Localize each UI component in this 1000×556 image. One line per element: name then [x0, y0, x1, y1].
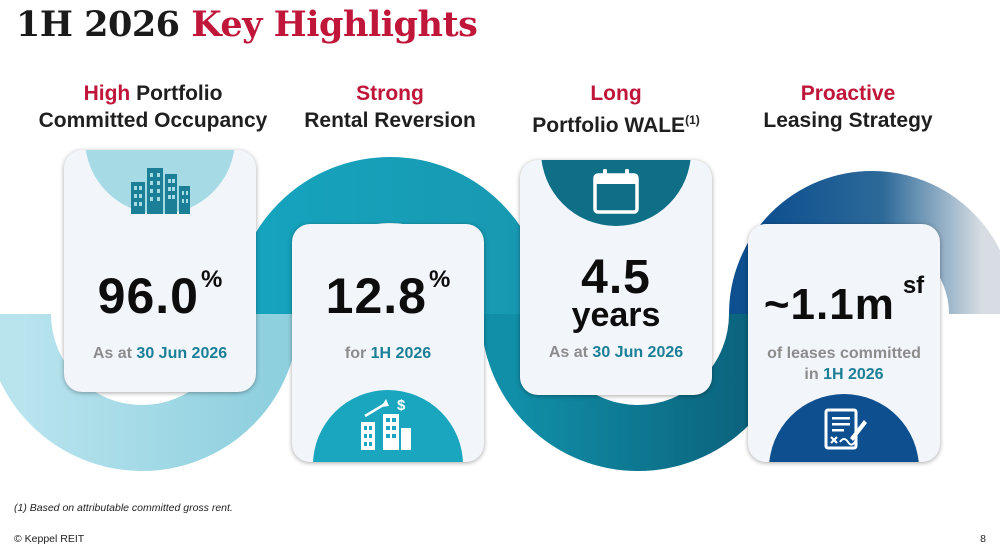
- heading-line2: Rental Reversion: [304, 109, 476, 132]
- reversion-period: for 1H 2026: [292, 343, 484, 364]
- calendar-icon: [593, 169, 639, 214]
- wale-date: As at 30 Jun 2026: [520, 342, 712, 363]
- highlight-2-heading: Strong Rental Reversion: [265, 80, 515, 134]
- wale-unit: years: [571, 296, 661, 334]
- page-title: 1H 2026 Key Highlights: [16, 4, 478, 45]
- occupancy-card: 96.0% As at 30 Jun 2026: [64, 150, 256, 392]
- heading-accent: Strong: [356, 82, 424, 105]
- wale-card: 4.5 years As at 30 Jun 2026: [520, 160, 712, 395]
- footnote-marker: (1): [685, 113, 700, 127]
- heading-line2: Leasing Strategy: [763, 109, 933, 132]
- highlight-1-heading: High Portfolio Committed Occupancy: [28, 80, 278, 134]
- leasing-description: of leases committed in 1H 2026: [748, 343, 940, 385]
- sub-highlight: 30 Jun 2026: [136, 345, 228, 362]
- occupancy-value: 96.0%: [64, 266, 256, 325]
- icon-cap: [541, 160, 691, 226]
- heading-line2: Portfolio WALE: [532, 114, 686, 137]
- value-unit: sf: [902, 272, 925, 299]
- value-number: 4.5: [581, 251, 651, 304]
- value-unit: %: [200, 266, 223, 293]
- highlight-4-heading: Proactive Leasing Strategy: [723, 80, 973, 134]
- value-number: 96.0: [97, 268, 199, 324]
- leasing-value: ~1.1m sf: [748, 272, 940, 330]
- heading-accent: Proactive: [800, 82, 896, 105]
- svg-text:$: $: [397, 397, 406, 414]
- value-number: 12.8: [325, 268, 427, 324]
- sub-prefix: As at: [92, 345, 137, 362]
- title-key-highlights: Key Highlights: [191, 4, 478, 45]
- signed-contract-icon: [824, 408, 867, 450]
- page-number: 8: [980, 533, 986, 545]
- heading-accent: High: [83, 82, 131, 105]
- sub-prefix: As at: [548, 344, 593, 361]
- icon-cap: [85, 150, 235, 214]
- wale-value: 4.5: [520, 250, 712, 305]
- value-number: ~1.1m: [763, 280, 895, 329]
- reversion-value: 12.8%: [292, 266, 484, 325]
- title-period: 1H 2026: [16, 4, 180, 45]
- icon-cap: [769, 394, 919, 462]
- office-buildings-icon: [131, 168, 190, 214]
- highlight-3-heading: Long Portfolio WALE(1): [491, 80, 741, 139]
- sub-prefix: in: [804, 366, 824, 383]
- sub-line1: of leases committed: [767, 345, 921, 362]
- sub-prefix: for: [344, 345, 371, 362]
- value-unit: %: [428, 266, 451, 293]
- heading-accent: Long: [590, 82, 642, 105]
- sub-highlight: 1H 2026: [370, 345, 432, 362]
- sub-highlight: 1H 2026: [823, 366, 884, 383]
- heading-text: Portfolio: [130, 82, 223, 105]
- leasing-card: ~1.1m sf of leases committed in 1H 2026: [748, 224, 940, 462]
- icon-cap: $: [313, 390, 463, 462]
- footnote: (1) Based on attributable committed gros…: [14, 502, 233, 514]
- heading-line2: Committed Occupancy: [38, 109, 268, 132]
- buildings-growth-icon: $: [361, 397, 411, 450]
- sub-highlight: 30 Jun 2026: [592, 344, 684, 361]
- rental-reversion-card: 12.8% for 1H 2026 $: [292, 224, 484, 462]
- copyright: © Keppel REIT: [14, 533, 85, 545]
- occupancy-date: As at 30 Jun 2026: [64, 343, 256, 364]
